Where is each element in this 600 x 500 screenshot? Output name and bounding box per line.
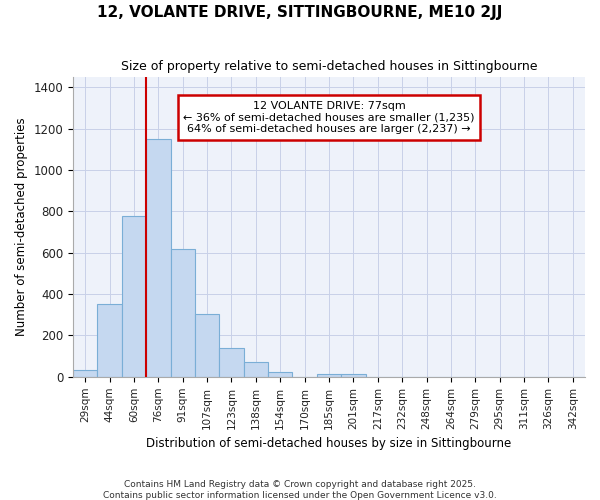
- Bar: [97, 304, 122, 377]
- Bar: [341, 374, 365, 377]
- Bar: [170, 248, 195, 377]
- Bar: [220, 348, 244, 377]
- Bar: [317, 374, 341, 377]
- Bar: [122, 216, 146, 377]
- Text: 12 VOLANTE DRIVE: 77sqm
← 36% of semi-detached houses are smaller (1,235)
64% of: 12 VOLANTE DRIVE: 77sqm ← 36% of semi-de…: [183, 101, 475, 134]
- Bar: [195, 314, 220, 377]
- Text: 12, VOLANTE DRIVE, SITTINGBOURNE, ME10 2JJ: 12, VOLANTE DRIVE, SITTINGBOURNE, ME10 2…: [97, 5, 503, 20]
- Bar: [146, 139, 170, 377]
- Y-axis label: Number of semi-detached properties: Number of semi-detached properties: [15, 118, 28, 336]
- Bar: [73, 370, 97, 377]
- Bar: [244, 362, 268, 377]
- X-axis label: Distribution of semi-detached houses by size in Sittingbourne: Distribution of semi-detached houses by …: [146, 437, 512, 450]
- Text: Contains HM Land Registry data © Crown copyright and database right 2025.
Contai: Contains HM Land Registry data © Crown c…: [103, 480, 497, 500]
- Bar: [268, 372, 292, 377]
- Title: Size of property relative to semi-detached houses in Sittingbourne: Size of property relative to semi-detach…: [121, 60, 537, 73]
